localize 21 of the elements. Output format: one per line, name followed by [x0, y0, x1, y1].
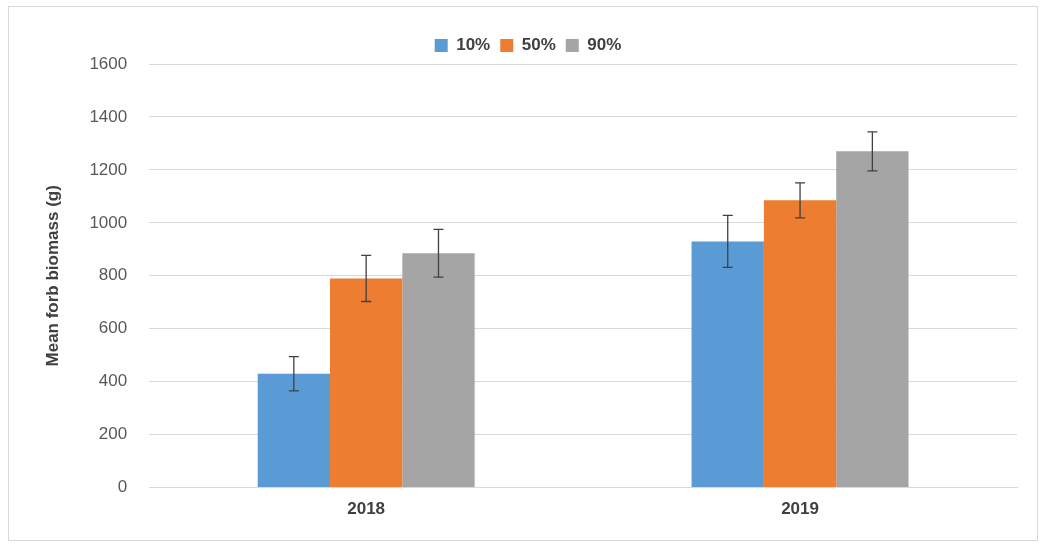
y-tick-label: 200	[98, 424, 128, 444]
legend-label: 10%	[456, 35, 491, 55]
x-tick-label: 2019	[781, 499, 819, 519]
legend-label: 50%	[521, 35, 556, 55]
bar	[763, 200, 837, 488]
y-tick-label: 800	[98, 265, 128, 285]
bar	[257, 373, 331, 488]
bar	[330, 278, 403, 488]
y-tick-label: 1600	[89, 53, 128, 73]
x-tick-label: 2018	[347, 499, 386, 519]
y-axis-title: Mean forb biomass (g)	[42, 185, 62, 367]
bar	[691, 241, 764, 488]
y-tick-label: 0	[117, 477, 128, 497]
bar	[836, 151, 909, 488]
legend-label: 90%	[587, 35, 622, 55]
bar	[402, 253, 475, 488]
y-tick-label: 1200	[89, 159, 128, 179]
y-tick-label: 1000	[89, 212, 128, 232]
y-tick-label: 400	[98, 371, 128, 391]
y-tick-label: 1400	[89, 106, 128, 126]
y-tick-label: 600	[98, 318, 128, 338]
